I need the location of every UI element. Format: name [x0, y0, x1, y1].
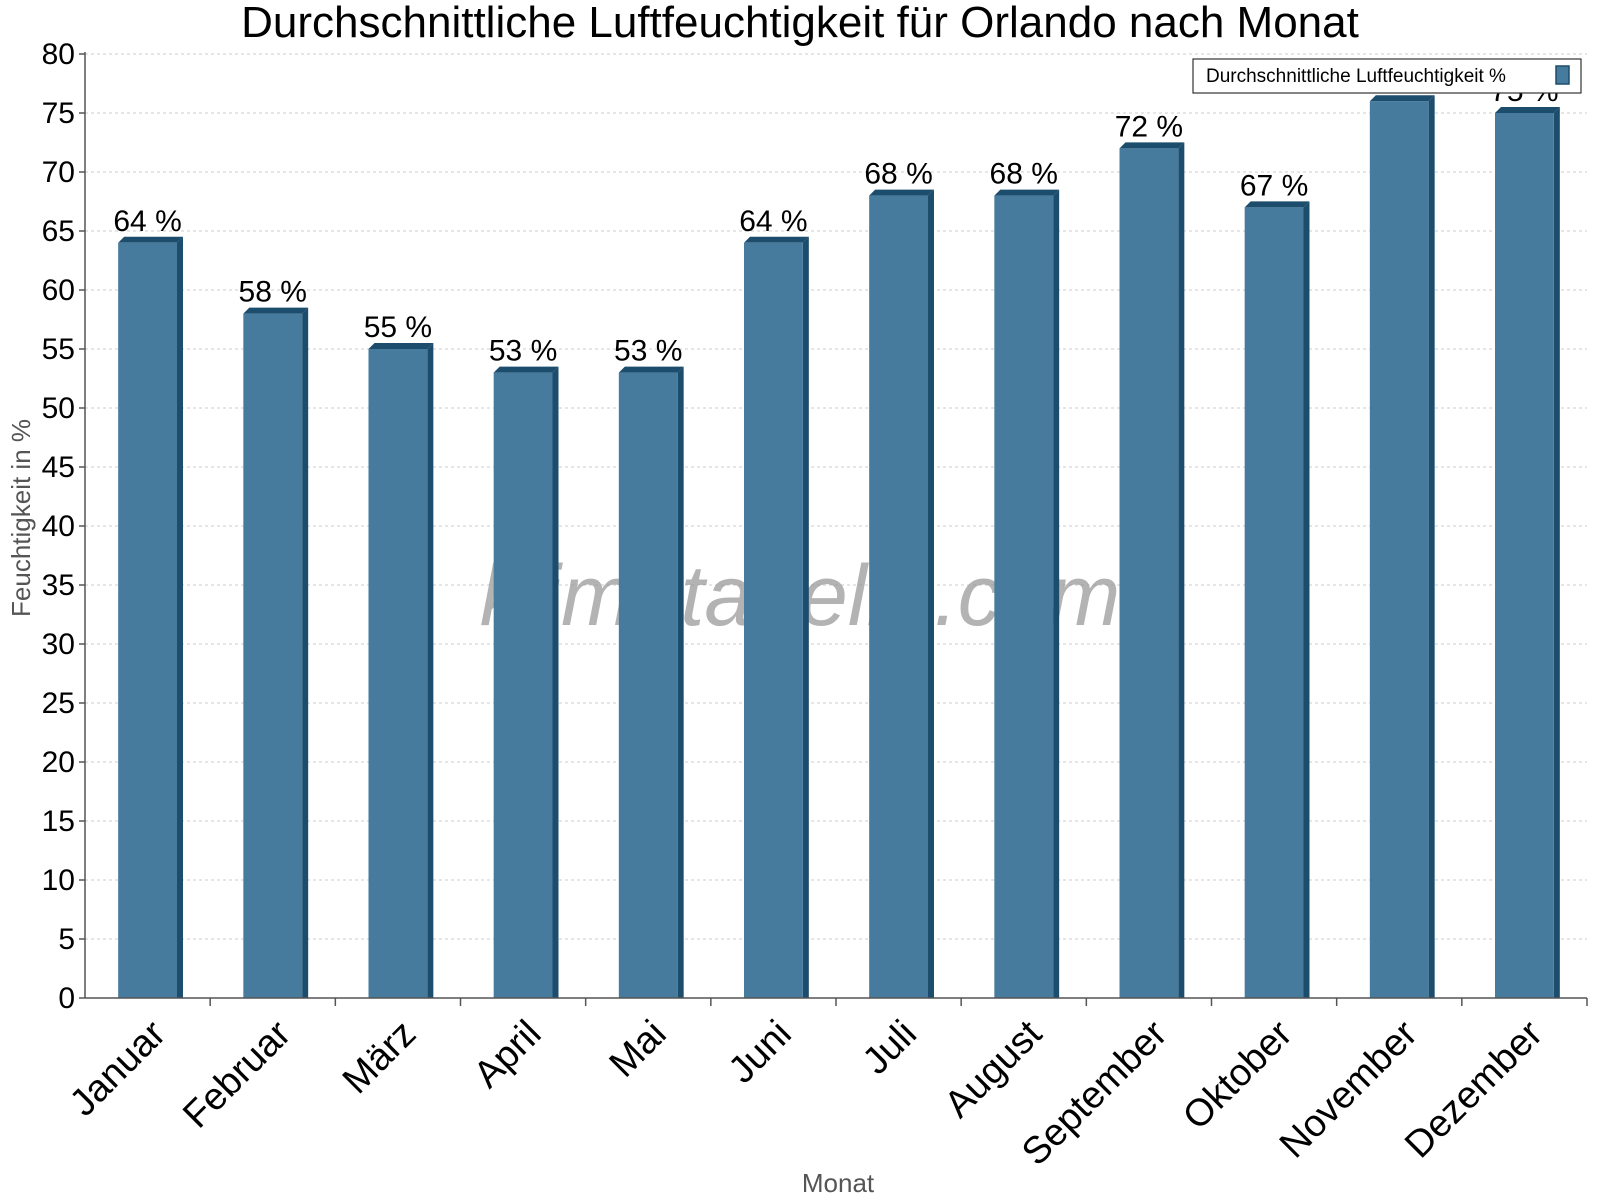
bar-märz	[368, 343, 434, 998]
bar-side	[802, 236, 809, 999]
x-tick-label: Oktober	[1175, 1012, 1301, 1138]
y-tick-label: 80	[42, 38, 75, 71]
y-tick-label: 55	[42, 333, 75, 366]
bar-side	[427, 343, 434, 998]
data-label: 68 %	[864, 158, 932, 191]
y-tick-label: 15	[42, 805, 75, 838]
x-axis-title: Monat	[802, 1168, 875, 1198]
bar-side	[176, 236, 183, 999]
bar-side	[927, 189, 934, 999]
bar-side	[1303, 201, 1310, 998]
data-label: 58 %	[239, 276, 307, 309]
x-tick-label: Januar	[62, 1012, 174, 1124]
bar-face	[994, 195, 1054, 999]
bar-face	[493, 372, 553, 999]
x-tick-label: Mai	[602, 1013, 675, 1086]
data-label: 53 %	[614, 335, 682, 368]
bar-face	[869, 195, 928, 999]
x-tick-label: März	[335, 1013, 424, 1102]
bar-dezember	[1495, 107, 1560, 998]
bar-april	[493, 366, 559, 999]
bar-face	[1369, 101, 1429, 998]
data-label: 68 %	[990, 158, 1058, 191]
data-label: 53 %	[489, 335, 557, 368]
y-tick-label: 70	[42, 156, 75, 189]
y-tick-label: 65	[42, 215, 75, 248]
bar-top	[994, 189, 1060, 196]
bar-top	[118, 236, 183, 243]
bar-side	[1053, 189, 1060, 999]
data-label: 64 %	[113, 205, 181, 238]
bar-top	[1495, 107, 1560, 113]
bar-oktober	[1244, 201, 1310, 998]
legend: Durchschnittliche Luftfeuchtigkeit %	[1192, 58, 1582, 94]
x-tick-label: Juni	[721, 1013, 800, 1092]
bar-juli	[869, 189, 934, 999]
bars	[118, 95, 1560, 999]
bar-face	[1244, 207, 1304, 998]
x-tick-label: Juli	[855, 1013, 925, 1083]
bar-juni	[744, 236, 809, 999]
bar-februar	[243, 307, 309, 999]
grid-lines	[85, 53, 1587, 940]
y-tick-label: 45	[42, 451, 75, 484]
y-tick-labels: 0 5 10 15 20 25 30 35 40 45 50 55 60 65 70 75 80	[42, 38, 75, 1015]
x-tick-labels: Januar Februar März April Mai Juni Juli AugustS…	[62, 1012, 1551, 1173]
data-label: 72 %	[1115, 110, 1183, 143]
bar-top	[1244, 201, 1310, 208]
bar-side	[1428, 95, 1435, 998]
bar-face	[118, 242, 177, 999]
y-tick-label: 75	[42, 97, 75, 130]
bar-face	[368, 349, 428, 998]
y-tick-label: 10	[42, 864, 75, 897]
legend-label: Durchschnittliche Luftfeuchtigkeit %	[1206, 66, 1506, 87]
data-label: 67 %	[1240, 169, 1308, 202]
x-tick-label: August	[937, 1012, 1051, 1126]
legend-swatch	[1555, 65, 1570, 85]
y-tick-label: 60	[42, 274, 75, 307]
y-tick-label: 5	[58, 923, 75, 956]
bar-side	[1553, 107, 1560, 998]
bar-face	[618, 372, 678, 999]
bar-side	[552, 366, 559, 999]
x-tick-label: April	[466, 1013, 549, 1096]
axes	[79, 52, 1588, 1006]
bar-face	[1495, 113, 1554, 998]
data-label: 64 %	[739, 205, 807, 238]
y-tick-label: 35	[42, 569, 75, 602]
y-tick-label: 40	[42, 510, 75, 543]
bar-top	[1369, 95, 1435, 102]
y-tick-label: 0	[58, 982, 75, 1015]
bar-face	[744, 242, 803, 999]
bar-top	[1119, 142, 1185, 149]
y-axis-title: Feuchtigkeit in %	[6, 419, 36, 617]
bar-mai	[618, 366, 684, 999]
bar-top	[744, 236, 809, 243]
bar-top	[493, 366, 559, 373]
x-tick-label: Februar	[175, 1012, 299, 1136]
bar-face	[1119, 148, 1179, 998]
bar-side	[677, 366, 684, 999]
bar-side	[302, 307, 309, 999]
y-tick-label: 30	[42, 628, 75, 661]
bar-top	[243, 307, 309, 314]
x-tick-label: Dezember	[1397, 1012, 1551, 1166]
bar-top	[869, 189, 934, 196]
bar-august	[994, 189, 1060, 999]
bar-side	[1178, 142, 1185, 998]
bar-top	[618, 366, 684, 373]
bar-januar	[118, 236, 183, 999]
bar-face	[243, 313, 303, 999]
bar-november	[1369, 95, 1435, 998]
y-tick-label: 20	[42, 746, 75, 779]
bar-top	[368, 343, 434, 349]
legend-box	[1192, 58, 1582, 94]
data-labels: 64 % 58 % 55 % 53 % 53 % 64 % 68 % 68 % 72 % 67 %…	[113, 75, 1558, 368]
y-tick-label: 50	[42, 392, 75, 425]
bar-september	[1119, 142, 1185, 998]
data-label: 55 %	[364, 311, 432, 344]
y-tick-label: 25	[42, 687, 75, 720]
chart-title: Durchschnittliche Luftfeuchtigkeit für O…	[241, 0, 1359, 47]
